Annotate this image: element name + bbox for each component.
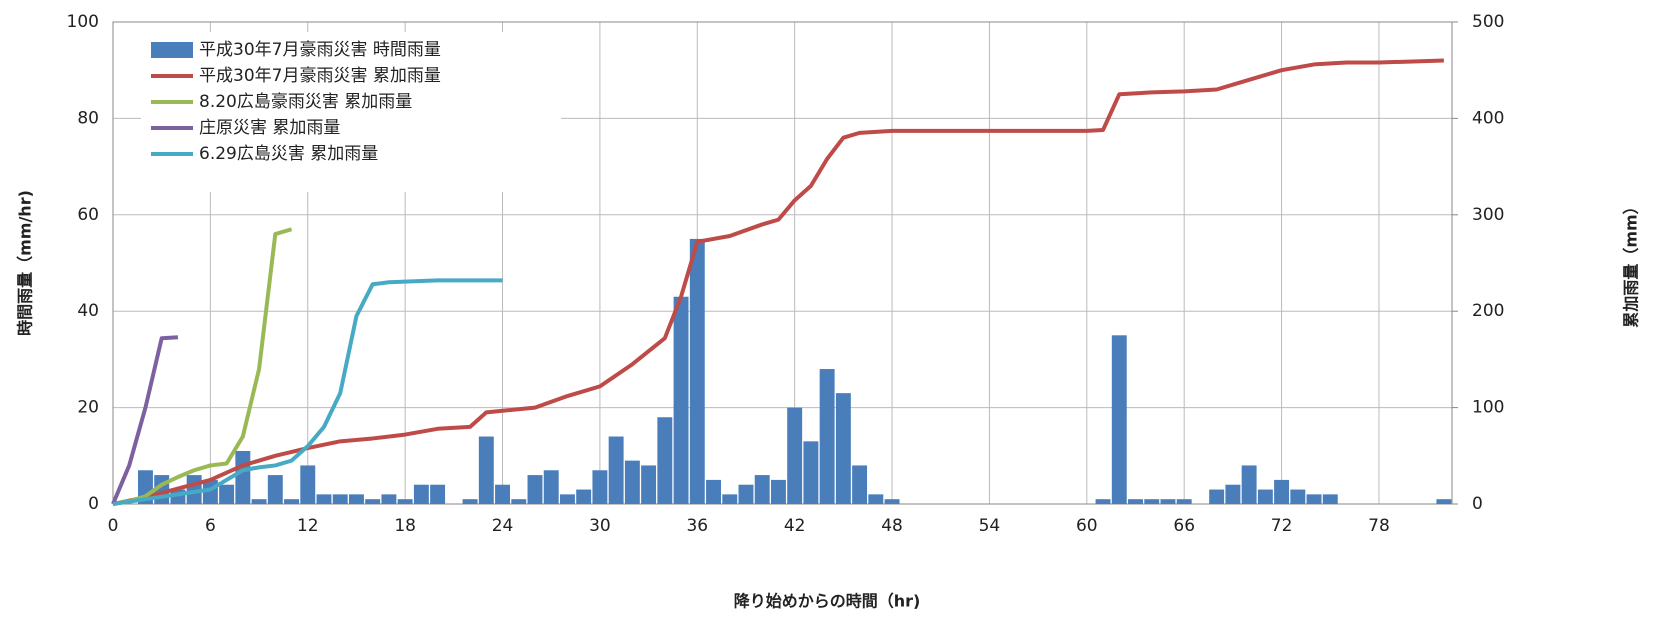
- bar: [624, 460, 640, 504]
- bar: [1436, 499, 1452, 504]
- x-tick-label: 54: [979, 516, 1001, 536]
- legend-label: 6.29広島災害 累加雨量: [199, 144, 378, 164]
- bar: [1322, 494, 1338, 504]
- bar: [576, 489, 592, 504]
- bar: [235, 450, 251, 504]
- bar: [511, 499, 527, 504]
- y-tick-label: 80: [77, 108, 99, 128]
- x-tick-label: 18: [394, 516, 416, 536]
- bar: [1290, 489, 1306, 504]
- bar: [657, 417, 673, 504]
- x-tick-label: 0: [108, 516, 119, 536]
- bar: [852, 465, 868, 504]
- x-tick-label: 30: [589, 516, 611, 536]
- bar: [543, 470, 559, 504]
- bar: [835, 393, 851, 504]
- y2-tick-label: 0: [1472, 494, 1483, 514]
- bar: [1306, 494, 1322, 504]
- x-tick-label: 24: [492, 516, 514, 536]
- bar: [332, 494, 348, 504]
- bar: [868, 494, 884, 504]
- x-tick-label: 66: [1173, 516, 1195, 536]
- bar: [219, 484, 235, 504]
- bar: [819, 369, 835, 504]
- line: [112, 278, 503, 506]
- x-tick-label: 72: [1271, 516, 1293, 536]
- bar: [397, 499, 413, 504]
- legend-label: 平成30年7月豪雨災害 累加雨量: [199, 65, 441, 86]
- y2-axis-title: 累加雨量（mm）: [1622, 198, 1641, 327]
- bar: [300, 465, 316, 504]
- y2-tick-label: 200: [1472, 301, 1504, 321]
- legend-label: 庄原災害 累加雨量: [199, 118, 340, 138]
- legend-label: 平成30年7月豪雨災害 時間雨量: [199, 39, 441, 60]
- bar: [348, 494, 364, 504]
- bar: [884, 499, 900, 504]
- bar: [722, 494, 738, 504]
- line: [112, 58, 1444, 506]
- line: [112, 227, 293, 506]
- line: [111, 335, 179, 505]
- y-tick-label: 100: [67, 12, 99, 32]
- bar: [592, 470, 608, 504]
- bar: [365, 499, 381, 504]
- bar: [1209, 489, 1225, 504]
- legend-label: 8.20広島豪雨災害 累加雨量: [199, 91, 412, 112]
- bar: [706, 479, 721, 504]
- bar: [1160, 499, 1176, 504]
- bar: [462, 499, 478, 504]
- bar: [673, 296, 689, 504]
- x-tick-label: 36: [686, 516, 708, 536]
- bar: [1128, 499, 1143, 504]
- bar: [381, 494, 397, 504]
- bar: [1225, 484, 1241, 504]
- bar: [251, 499, 267, 504]
- y2-tick-label: 100: [1472, 398, 1504, 418]
- bar: [1176, 499, 1192, 504]
- bar: [754, 475, 770, 504]
- y-tick-label: 60: [77, 205, 99, 225]
- bar: [1241, 465, 1257, 504]
- bar: [284, 499, 299, 504]
- bar: [316, 494, 332, 504]
- legend-swatch: [151, 42, 193, 58]
- bar: [1274, 479, 1290, 504]
- x-tick-label: 60: [1076, 516, 1098, 536]
- legend-box: [141, 32, 561, 192]
- bar: [787, 407, 803, 504]
- bar: [641, 465, 657, 504]
- bar: [1095, 499, 1111, 504]
- bar: [478, 436, 494, 504]
- bar: [430, 484, 446, 504]
- x-tick-label: 12: [297, 516, 319, 536]
- bar: [803, 441, 819, 504]
- y-axis-title: 時間雨量（mm/hr): [16, 190, 35, 336]
- bar: [1257, 489, 1273, 504]
- bar: [738, 484, 754, 504]
- bar: [413, 484, 429, 504]
- bar: [495, 484, 510, 504]
- y2-tick-label: 400: [1472, 108, 1504, 128]
- x-tick-label: 78: [1368, 516, 1390, 536]
- bar: [608, 436, 624, 504]
- bar: [527, 475, 543, 504]
- y-tick-label: 20: [77, 398, 99, 418]
- y2-tick-label: 500: [1472, 12, 1504, 32]
- y2-tick-label: 300: [1472, 205, 1504, 225]
- x-tick-label: 42: [784, 516, 806, 536]
- x-axis-title: 降り始めからの時間（hr): [734, 592, 921, 611]
- bar: [267, 475, 283, 504]
- x-tick-label: 48: [881, 516, 903, 536]
- bar: [1144, 499, 1160, 504]
- x-tick-label: 6: [205, 516, 216, 536]
- bar: [1111, 335, 1127, 504]
- bar: [559, 494, 575, 504]
- y-tick-label: 40: [77, 301, 99, 321]
- bar: [770, 479, 786, 504]
- bar: [689, 238, 705, 504]
- y-tick-label: 0: [88, 494, 99, 514]
